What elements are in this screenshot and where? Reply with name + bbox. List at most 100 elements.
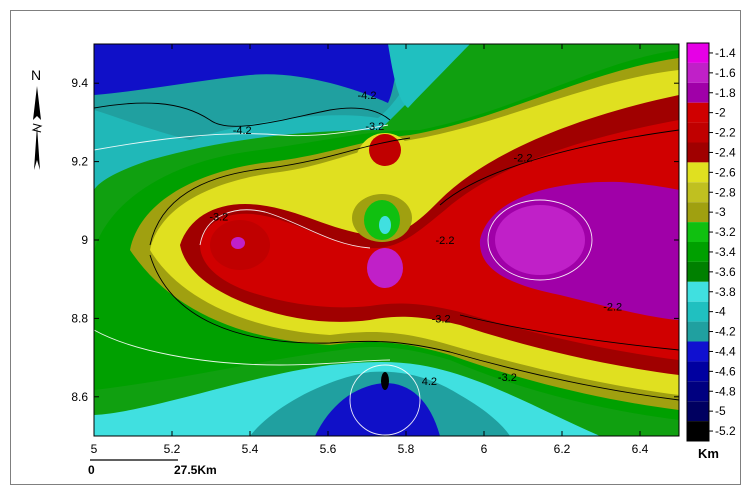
colorbar-swatch <box>687 162 709 183</box>
colorbar-label: -4.6 <box>715 364 736 378</box>
colorbar-swatch <box>687 122 709 143</box>
y-axis: 8.6 8.8 9 9.2 9.4 <box>71 76 679 404</box>
band-center-lower-purple <box>367 248 403 288</box>
x-axis: 5 5.2 5.4 5.6 5.8 6 6.2 6.4 <box>91 44 649 456</box>
colorbar-unit: Km <box>698 446 719 461</box>
north-arrow-shape-lower <box>34 126 40 170</box>
band-purple-inner <box>495 205 585 275</box>
contour-labels: -4.2 -4.2 -3.2 -3.2 -2.2 -2.2 -3.2 -2.2 -3.2 4.2 <box>209 90 622 388</box>
band-center-cyan <box>379 216 391 234</box>
colorbar-label: -1.4 <box>715 46 736 60</box>
band-top-center-teal <box>388 44 470 108</box>
contour-line <box>149 137 411 246</box>
contour-label: -4.2 <box>358 90 377 102</box>
contour-label: -3.2 <box>432 313 451 325</box>
scale-bar: 0 27.5Km <box>88 459 217 477</box>
contour-line <box>94 329 391 366</box>
colorbar-swatch <box>687 82 709 103</box>
contour-label: -3.2 <box>498 372 517 384</box>
colorbar-label: -1.6 <box>715 66 736 80</box>
contour-line <box>199 209 371 249</box>
scale-end: 27.5Km <box>174 463 217 477</box>
north-arrow-shape <box>33 86 41 120</box>
colorbar-border <box>686 42 710 442</box>
colorbar-swatch <box>687 321 709 342</box>
contour-lines-black <box>94 102 679 401</box>
colorbar-swatch <box>687 202 709 223</box>
contour-label: -4.2 <box>233 125 252 137</box>
colorbar-swatch <box>687 142 709 163</box>
band-bottom-blue <box>315 383 440 436</box>
colorbar-label: -5 <box>715 404 726 418</box>
contour-line <box>439 129 679 206</box>
colorbar-swatch <box>687 381 709 402</box>
scale-start: 0 <box>88 463 95 477</box>
band-center-top-red <box>369 134 401 166</box>
band-left-blob-purple <box>231 237 245 249</box>
colorbar: -1.4 -1.6 -1.8 -2 -2.2 -2.4 -2.6 -2.8 -3 -3.2 -3.4… <box>686 42 736 442</box>
colorbar-label: -4.2 <box>715 325 736 339</box>
colorbar-label: -5.2 <box>715 424 736 438</box>
contour-line <box>94 102 391 127</box>
colorbar-swatch <box>687 281 709 302</box>
band-bottom-black <box>381 372 389 390</box>
contour-label: -3.2 <box>365 121 384 133</box>
colorbar-label: -3.6 <box>715 265 736 279</box>
colorbar-label: -2 <box>715 106 726 120</box>
y-tick-label: 9.2 <box>71 155 88 169</box>
north-arrow: N <box>31 67 43 170</box>
contour-label: -3.2 <box>209 211 228 223</box>
y-tick-label: 9 <box>81 233 88 247</box>
colorbar-swatch <box>687 62 709 83</box>
contour-lines-white <box>94 124 593 436</box>
colorbar-swatch <box>687 182 709 203</box>
colorbar-swatch <box>687 43 709 63</box>
colorbar-swatch <box>687 341 709 362</box>
colorbar-label: -4.4 <box>715 344 736 358</box>
colorbar-label: -4.8 <box>715 384 736 398</box>
colorbar-label: -2.8 <box>715 185 736 199</box>
contour-label: -2.2 <box>603 302 622 314</box>
colorbar-label: -1.8 <box>715 86 736 100</box>
band-top-left-blue <box>94 44 400 103</box>
contour-label: -2.2 <box>436 235 455 247</box>
x-tick-label: 5 <box>91 442 98 456</box>
colorbar-swatch <box>687 222 709 242</box>
contour-fill <box>94 44 679 436</box>
x-tick-label: 5.8 <box>398 442 415 456</box>
colorbar-label: -3.8 <box>715 285 736 299</box>
colorbar-label: -2.6 <box>715 165 736 179</box>
colorbar-swatch <box>687 421 709 441</box>
x-tick-label: 5.6 <box>320 442 337 456</box>
colorbar-swatch <box>687 102 709 123</box>
contour-line <box>459 314 679 351</box>
colorbar-swatch <box>687 361 709 382</box>
north-label: N <box>31 67 41 83</box>
colorbar-label: -2.4 <box>715 145 736 159</box>
contour-label: -2.2 <box>514 153 533 165</box>
x-tick-label: 6.2 <box>554 442 571 456</box>
colorbar-label: -2.2 <box>715 126 736 140</box>
contour-line <box>349 364 421 436</box>
colorbar-label: -3.4 <box>715 245 736 259</box>
colorbar-swatch <box>687 401 709 422</box>
colorbar-label: -3 <box>715 205 726 219</box>
y-tick-label: 9.4 <box>71 76 88 90</box>
contour-line <box>94 124 389 151</box>
x-tick-label: 6 <box>481 442 488 456</box>
contour-line <box>487 199 593 281</box>
colorbar-label: -4 <box>715 305 726 319</box>
x-tick-label: 5.2 <box>164 442 181 456</box>
colorbar-swatch <box>687 261 709 282</box>
colorbar-swatch <box>687 301 709 322</box>
contour-label: 4.2 <box>422 376 437 388</box>
x-tick-label: 5.4 <box>242 442 259 456</box>
colorbar-swatch <box>687 242 709 262</box>
y-tick-label: 8.8 <box>71 311 88 325</box>
colorbar-label: -3.2 <box>715 225 736 239</box>
north-arrow-zigzag <box>31 123 43 133</box>
y-tick-label: 8.6 <box>71 390 88 404</box>
x-tick-label: 6.4 <box>632 442 649 456</box>
contour-line <box>149 254 679 401</box>
